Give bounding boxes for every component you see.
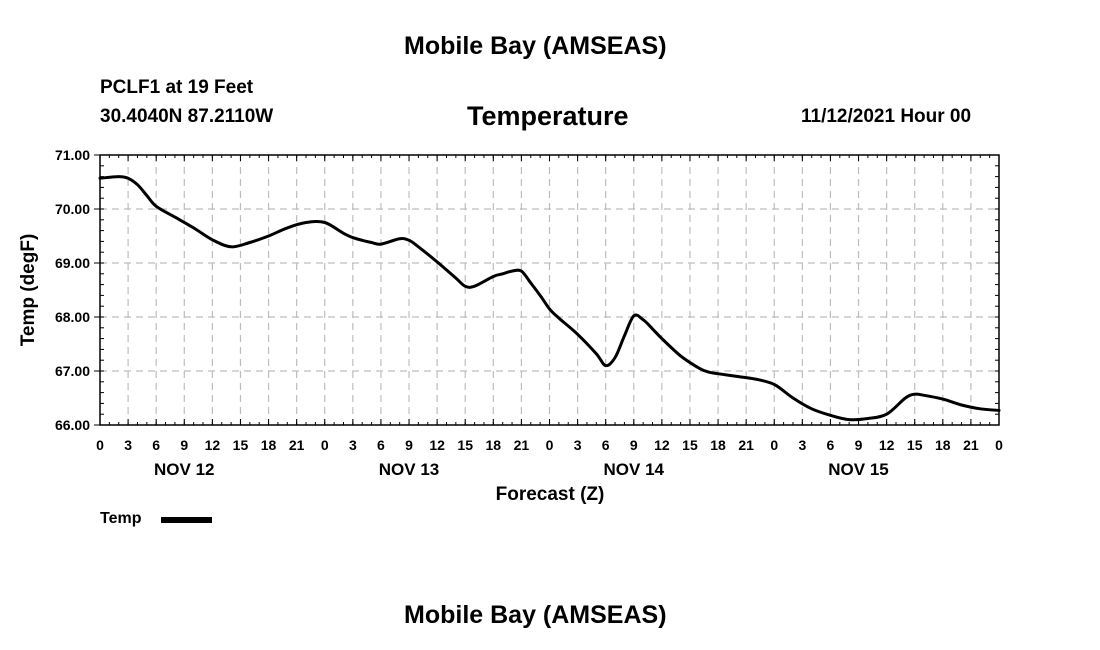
x-tick-label: 0 xyxy=(770,437,778,453)
x-tick-label: 3 xyxy=(349,437,357,453)
x-tick-label: 6 xyxy=(827,437,835,453)
legend-line-temp xyxy=(161,517,212,523)
x-tick-label: 9 xyxy=(180,437,188,453)
x-tick-label: 21 xyxy=(514,437,530,453)
x-tick-label: 15 xyxy=(457,437,473,453)
x-axis-label: Forecast (Z) xyxy=(496,484,605,505)
temp-series-line xyxy=(98,175,1001,422)
x-tick-label: 9 xyxy=(405,437,413,453)
x-tick-label: 15 xyxy=(682,437,698,453)
x-tick-label: 0 xyxy=(96,437,104,453)
y-tick-label: 66.00 xyxy=(55,417,90,433)
x-tick-label: 12 xyxy=(205,437,221,453)
date-label: NOV 14 xyxy=(604,460,665,479)
x-tick-label: 18 xyxy=(261,437,277,453)
x-tick-label: 3 xyxy=(574,437,582,453)
station-coords: 30.4040N 87.2110W xyxy=(100,106,274,127)
y-tick-label: 70.00 xyxy=(55,201,90,217)
run-time: 11/12/2021 Hour 00 xyxy=(801,106,972,127)
date-label: NOV 15 xyxy=(828,460,888,479)
x-tick-label: 21 xyxy=(738,437,754,453)
y-tick-label: 67.00 xyxy=(55,363,90,379)
plot-frame xyxy=(99,154,1000,426)
x-tick-label: 3 xyxy=(124,437,132,453)
x-tick-label: 3 xyxy=(798,437,806,453)
x-tick-label: 0 xyxy=(995,437,1003,453)
y-axis-label: Temp (degF) xyxy=(18,234,39,347)
x-tick-label: 9 xyxy=(630,437,638,453)
x-tick-label: 21 xyxy=(289,437,305,453)
date-label: NOV 13 xyxy=(379,460,439,479)
x-tick-label: 12 xyxy=(654,437,670,453)
x-tick-label: 15 xyxy=(233,437,249,453)
x-tick-label: 21 xyxy=(963,437,979,453)
x-tick-label: 12 xyxy=(429,437,445,453)
x-tick-label: 6 xyxy=(377,437,385,453)
y-tick-label: 71.00 xyxy=(55,147,90,163)
main-title: Mobile Bay (AMSEAS) xyxy=(404,32,667,60)
chart-title: Temperature xyxy=(467,101,629,131)
x-tick-label: 18 xyxy=(486,437,502,453)
x-tick-label: 18 xyxy=(710,437,726,453)
y-tick-label: 68.00 xyxy=(55,309,90,325)
footer-title: Mobile Bay (AMSEAS) xyxy=(404,601,667,629)
tick-labels: 0 3 6 9 12 15 18 21 0 3 6 9 12 15 18 21 0 3 6 9 12 15 18 21 0 3 6 9… xyxy=(55,147,1003,479)
x-tick-label: 18 xyxy=(935,437,951,453)
x-tick-label: 0 xyxy=(321,437,329,453)
x-tick-label: 12 xyxy=(879,437,895,453)
y-tick-label: 69.00 xyxy=(55,255,90,271)
axis-ticks xyxy=(94,154,1000,426)
grid-lines xyxy=(100,155,999,425)
x-tick-label: 9 xyxy=(855,437,863,453)
x-tick-label: 6 xyxy=(152,437,160,453)
legend-label-temp: Temp xyxy=(100,510,142,527)
station-label: PCLF1 at 19 Feet xyxy=(100,77,254,98)
x-tick-label: 15 xyxy=(907,437,923,453)
date-label: NOV 12 xyxy=(154,460,214,479)
x-tick-label: 0 xyxy=(546,437,554,453)
x-tick-label: 6 xyxy=(602,437,610,453)
